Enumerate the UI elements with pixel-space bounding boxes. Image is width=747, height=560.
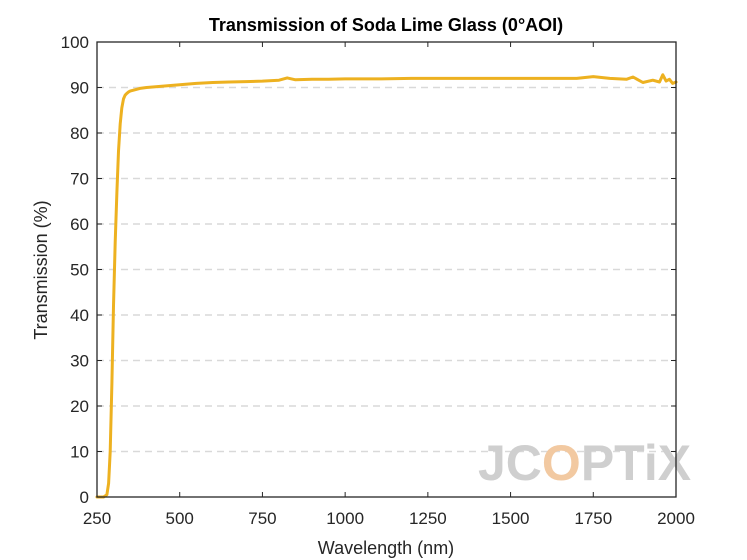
y-tick-label-40: 40 <box>70 306 89 325</box>
grid-lines <box>97 86 676 453</box>
x-axis-label: Wavelength (nm) <box>318 538 454 558</box>
x-tick-label-1250: 1250 <box>409 509 447 528</box>
watermark-text-after: PTiX <box>581 435 691 491</box>
x-tick-label-250: 250 <box>83 509 111 528</box>
watermark-text-before: JC <box>478 435 542 491</box>
y-tick-label-20: 20 <box>70 397 89 416</box>
y-tick-label-100: 100 <box>61 33 89 52</box>
y-axis-label: Transmission (%) <box>31 200 51 339</box>
x-tick-labels: 250 500 750 1000 1250 1500 1750 2000 <box>83 509 695 528</box>
watermark-logo: JCOPTiX <box>478 435 691 491</box>
y-tick-label-50: 50 <box>70 261 89 280</box>
y-tick-label-70: 70 <box>70 170 89 189</box>
y-tick-label-30: 30 <box>70 352 89 371</box>
x-tick-label-1750: 1750 <box>574 509 612 528</box>
x-tick-label-1500: 1500 <box>492 509 530 528</box>
y-tick-label-80: 80 <box>70 124 89 143</box>
x-tick-label-1000: 1000 <box>326 509 364 528</box>
x-tick-label-500: 500 <box>166 509 194 528</box>
y-tick-label-60: 60 <box>70 215 89 234</box>
chart-title: Transmission of Soda Lime Glass (0°AOI) <box>209 15 563 35</box>
x-tick-label-750: 750 <box>248 509 276 528</box>
axis-ticks <box>96 41 677 498</box>
svg-text:JCOPTiX: JCOPTiX <box>478 435 691 491</box>
transmission-series-line <box>95 73 678 499</box>
y-tick-label-90: 90 <box>70 79 89 98</box>
y-tick-label-0: 0 <box>80 488 89 507</box>
y-tick-label-10: 10 <box>70 443 89 462</box>
x-tick-label-2000: 2000 <box>657 509 695 528</box>
y-tick-labels: 0 10 20 30 40 50 60 70 80 90 100 <box>61 33 89 507</box>
watermark-text-accent: O <box>542 435 581 491</box>
